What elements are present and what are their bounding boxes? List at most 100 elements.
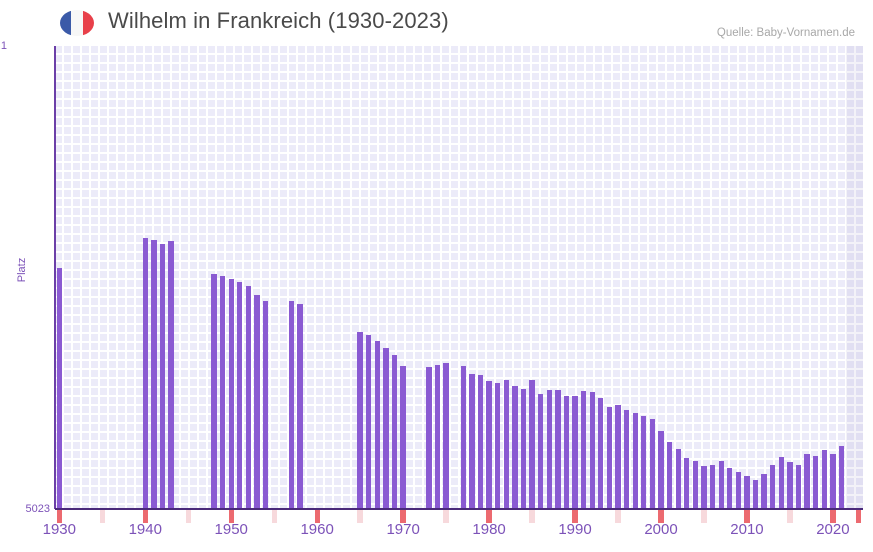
x-axis-tick-1960: 1960 (300, 521, 334, 538)
decade-marker-1930 (56, 510, 62, 523)
bar-1978[interactable] (469, 374, 475, 508)
bar-1949[interactable] (219, 276, 226, 508)
bar-1997[interactable] (632, 413, 638, 508)
bar-1966[interactable] (366, 335, 372, 508)
bar-1958[interactable] (297, 304, 303, 508)
bar-2003[interactable] (684, 458, 690, 508)
bar-1980[interactable] (486, 381, 492, 508)
page-title: Wilhelm in Frankreich (1930-2023) (108, 8, 449, 33)
decade-marker-1990 (572, 510, 578, 523)
bar-1948[interactable] (211, 274, 217, 508)
bar-1970[interactable] (400, 366, 406, 508)
bar-1967[interactable] (374, 341, 380, 508)
bar-2001[interactable] (666, 442, 673, 508)
bar-1990[interactable] (572, 396, 578, 508)
bar-1952[interactable] (245, 286, 252, 508)
halfdecade-marker-1965 (357, 510, 363, 523)
x-axis-tick-1950: 1950 (214, 521, 248, 538)
bar-2014[interactable] (778, 457, 784, 508)
halfdecade-marker-1935 (99, 510, 105, 523)
bar-1954[interactable] (262, 301, 269, 508)
decade-marker-2023 (856, 510, 862, 523)
decade-marker-1960 (314, 510, 320, 523)
bar-1984[interactable] (520, 389, 527, 508)
bar-1940[interactable] (142, 238, 148, 508)
bar-2019[interactable] (821, 450, 827, 508)
x-axis-tick-1930: 1930 (42, 521, 76, 538)
bar-2021[interactable] (838, 446, 845, 508)
x-axis-tick-1970: 1970 (386, 521, 420, 538)
bar-1983[interactable] (512, 386, 518, 508)
halfdecade-marker-1985 (529, 510, 535, 523)
bar-2011[interactable] (752, 480, 759, 508)
bar-2009[interactable] (735, 472, 742, 508)
bar-2000[interactable] (658, 431, 664, 508)
bar-2018[interactable] (813, 456, 819, 508)
bar-1953[interactable] (254, 295, 260, 508)
bar-2004[interactable] (692, 461, 699, 508)
bar-2010[interactable] (744, 476, 750, 508)
bar-1994[interactable] (606, 407, 613, 508)
bar-2012[interactable] (761, 474, 767, 508)
bar-2002[interactable] (675, 449, 681, 508)
bar-1988[interactable] (555, 390, 561, 508)
bar-1981[interactable] (495, 383, 501, 508)
bar-1987[interactable] (546, 390, 552, 508)
bar-1979[interactable] (477, 375, 484, 508)
decade-marker-2020 (830, 510, 836, 523)
bar-1969[interactable] (391, 355, 398, 508)
bar-1941[interactable] (151, 240, 157, 508)
bar-1965[interactable] (357, 332, 363, 508)
x-axis-tick-2010: 2010 (730, 521, 764, 538)
bar-1974[interactable] (434, 365, 441, 508)
bar-2013[interactable] (770, 465, 776, 508)
bar-1989[interactable] (563, 396, 570, 508)
bar-1995[interactable] (615, 405, 621, 508)
bar-1996[interactable] (623, 410, 630, 508)
bar-1986[interactable] (537, 394, 544, 508)
bar-1951[interactable] (237, 282, 243, 508)
bar-1977[interactable] (460, 366, 466, 508)
bar-1999[interactable] (649, 419, 656, 508)
y-axis-line (54, 46, 56, 509)
flag-band-blue (60, 10, 72, 36)
bar-2020[interactable] (830, 454, 836, 508)
bar-1968[interactable] (383, 348, 389, 508)
bar-1975[interactable] (443, 363, 449, 508)
bar-1957[interactable] (288, 301, 295, 508)
bar-1973[interactable] (426, 367, 432, 508)
bar-2015[interactable] (787, 462, 793, 508)
decade-marker-2000 (658, 510, 664, 523)
decade-marker-1970 (400, 510, 406, 523)
decade-marker-1940 (142, 510, 148, 523)
no-data-region (845, 46, 863, 508)
halfdecade-marker-1955 (271, 510, 277, 523)
decade-marker-1950 (228, 510, 234, 523)
bar-2007[interactable] (718, 461, 724, 508)
bar-1930[interactable] (56, 268, 62, 508)
bar-1991[interactable] (580, 391, 587, 508)
flag-band-white (71, 10, 83, 36)
bar-1943[interactable] (168, 241, 174, 508)
bar-1985[interactable] (529, 380, 535, 508)
bar-2017[interactable] (804, 454, 810, 508)
bar-1950[interactable] (228, 279, 234, 508)
halfdecade-marker-2005 (701, 510, 707, 523)
source-attribution: Quelle: Baby-Vornamen.de (716, 27, 855, 39)
y-axis-tick-top: 1 (0, 40, 7, 52)
bar-1992[interactable] (589, 392, 595, 508)
x-axis-tick-1980: 1980 (472, 521, 506, 538)
bar-1993[interactable] (598, 398, 604, 508)
bar-2008[interactable] (727, 468, 733, 508)
bar-1982[interactable] (503, 380, 509, 508)
bar-2016[interactable] (795, 465, 802, 508)
bar-1998[interactable] (641, 416, 647, 508)
halfdecade-marker-1945 (185, 510, 191, 523)
bar-2005[interactable] (701, 466, 707, 508)
y-axis-title: Platz (16, 257, 28, 283)
halfdecade-marker-1975 (443, 510, 449, 523)
chart-header: Wilhelm in Frankreich (1930-2023) Quelle… (0, 0, 873, 44)
bar-2006[interactable] (709, 465, 716, 508)
bar-1942[interactable] (159, 244, 166, 508)
